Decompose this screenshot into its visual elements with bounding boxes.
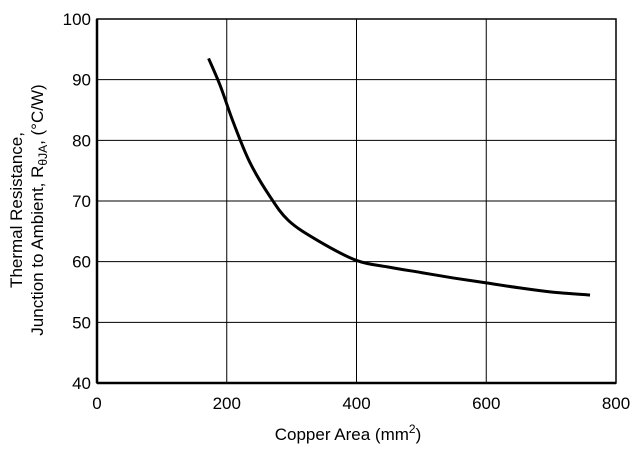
series-line-0 (207, 57, 591, 297)
grid-lines (97, 19, 616, 383)
y-axis-label-subscript: θJA (36, 145, 50, 166)
axes (95, 18, 617, 385)
y-axis-label-units: , (°C/W) (28, 84, 47, 145)
x-tick-label-0: 0 (92, 394, 101, 413)
x-tick-label-200: 200 (213, 394, 241, 413)
y-tick-label-90: 90 (72, 71, 91, 90)
y-tick-label-70: 70 (72, 192, 91, 211)
x-axis-label-text: Copper Area (mm (275, 425, 409, 444)
x-axis-label-superscript: 2 (409, 422, 416, 436)
y-tick-label-100: 100 (63, 10, 91, 29)
y-axis-label-line2-main: Junction to Ambient, R (28, 166, 47, 336)
y-tick-label-40: 40 (72, 374, 91, 393)
x-axis-label: Copper Area (mm2) (275, 422, 422, 444)
tick-labels: 0 200 400 600 800 40 50 60 70 80 90 100 (63, 10, 631, 413)
y-axis-label-line2: Junction to Ambient, RθJA, (°C/W) (28, 84, 50, 335)
series-layer (207, 57, 591, 297)
y-axis-label: Thermal Resistance, Junction to Ambient,… (7, 84, 50, 335)
x-tick-label-600: 600 (472, 394, 500, 413)
y-axis-label-line1: Thermal Resistance, (7, 132, 26, 288)
x-tick-label-400: 400 (342, 394, 370, 413)
y-tick-label-50: 50 (72, 313, 91, 332)
y-tick-label-60: 60 (72, 253, 91, 272)
x-tick-label-800: 800 (602, 394, 630, 413)
y-tick-label-80: 80 (72, 131, 91, 150)
x-axis-label-close: ) (416, 425, 422, 444)
